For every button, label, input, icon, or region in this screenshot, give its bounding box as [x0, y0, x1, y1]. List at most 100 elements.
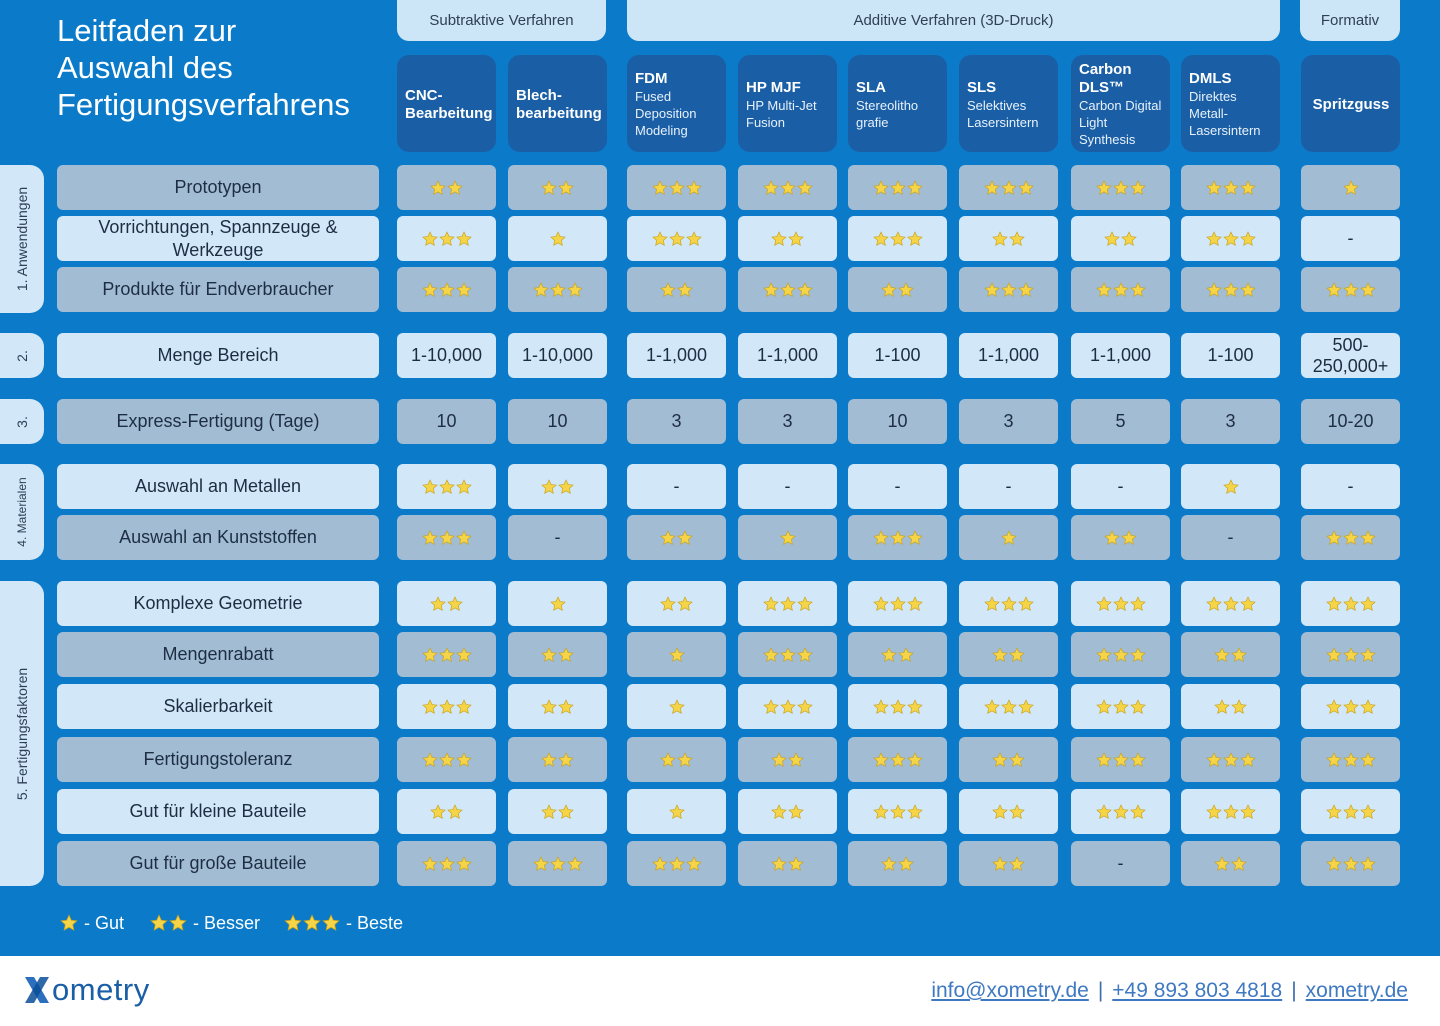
method-subtitle: Direktes Metall-Lasersintern: [1189, 89, 1261, 138]
table-cell: [1071, 165, 1170, 210]
table-cell: [959, 789, 1058, 834]
star-icon: [1095, 698, 1112, 714]
star-icon: [1000, 281, 1017, 297]
table-cell: [508, 841, 607, 886]
star-icon: [898, 281, 914, 297]
cell-value: -: [1117, 853, 1124, 873]
row-label: Skalierbarkeit: [57, 684, 379, 729]
method-name: DMLS: [1189, 70, 1232, 87]
star-icon: [455, 698, 472, 714]
star-rating: [541, 478, 574, 495]
cell-value: 1-1,000: [645, 345, 708, 365]
method-header: Carbon DLS™ Carbon Digital Light Synthesi…: [1071, 55, 1170, 152]
table-cell: [1181, 216, 1280, 261]
star-icon: [1205, 803, 1222, 819]
star-icon: [532, 281, 549, 297]
cell-value: -: [784, 476, 791, 496]
star-icon: [421, 281, 438, 297]
table-cell: [848, 515, 947, 560]
star-rating: [1095, 698, 1146, 715]
row-label: Prototypen: [57, 165, 379, 210]
table-cell: [1181, 267, 1280, 312]
table-cell: 3: [1181, 399, 1280, 444]
star-icon: [1205, 179, 1222, 195]
method-header: DMLS Direktes Metall-Lasersintern: [1181, 55, 1280, 152]
star-icon: [788, 230, 804, 246]
star-rating: [1325, 595, 1376, 612]
star-rating: [668, 646, 685, 663]
method-name: CNC-Bearbeitung: [405, 86, 493, 122]
star-icon: [771, 751, 787, 767]
star-icon: [1121, 230, 1137, 246]
star-rating: [983, 698, 1034, 715]
star-rating: [1205, 230, 1256, 247]
xometry-logo[interactable]: ometry: [22, 972, 150, 1008]
star-icon: [889, 595, 906, 611]
star-icon: [992, 855, 1008, 871]
legend-better-label: - Besser: [193, 912, 261, 933]
table-cell: 10: [397, 399, 496, 444]
table-cell: -: [738, 464, 837, 509]
star-icon: [906, 751, 923, 767]
table-cell: [1301, 515, 1400, 560]
table-cell: [1181, 684, 1280, 729]
star-rating: [421, 646, 472, 663]
star-icon: [1222, 179, 1239, 195]
table-cell: [397, 464, 496, 509]
table-cell: [1181, 632, 1280, 677]
star-icon: [685, 855, 702, 871]
table-cell: [397, 267, 496, 312]
xometry-x-icon: [25, 977, 49, 1003]
star-icon: [1112, 595, 1129, 611]
star-icon: [983, 595, 1000, 611]
star-rating: [1000, 529, 1017, 546]
table-cell: [397, 216, 496, 261]
star-icon: [898, 646, 914, 662]
table-cell: 5: [1071, 399, 1170, 444]
star-rating: [1214, 855, 1247, 872]
star-rating: [992, 230, 1025, 247]
star-rating: [541, 179, 574, 196]
star-icon: [992, 803, 1008, 819]
cell-value: -: [1227, 527, 1234, 547]
website-link[interactable]: xometry.de: [1305, 979, 1408, 1002]
table-cell: 3: [738, 399, 837, 444]
star-icon: [983, 281, 1000, 297]
star-icon: [1009, 855, 1025, 871]
star-icon: [558, 803, 574, 819]
row-label: Produkte für Endverbraucher: [57, 267, 379, 312]
table-cell: -: [959, 464, 1058, 509]
email-link[interactable]: info@xometry.de: [931, 979, 1089, 1002]
section-label: 3.: [14, 415, 30, 428]
cell-value: -: [1347, 476, 1354, 496]
star-icon: [284, 914, 302, 931]
table-cell: [1181, 464, 1280, 509]
star-icon: [651, 230, 668, 246]
star-icon: [660, 751, 676, 767]
star-icon: [992, 230, 1008, 246]
star-icon: [1112, 751, 1129, 767]
table-cell: [397, 581, 496, 626]
star-icon: [1205, 230, 1222, 246]
star-rating: [881, 646, 914, 663]
star-icon: [788, 803, 804, 819]
star-icon: [677, 595, 693, 611]
star-icon: [1359, 281, 1376, 297]
table-cell: [1181, 841, 1280, 886]
table-cell: 1-10,000: [397, 333, 496, 378]
section-materials: 4. Materialen: [0, 464, 44, 560]
star-rating: [881, 281, 914, 298]
star-rating: [421, 698, 472, 715]
star-rating: [1104, 529, 1137, 546]
table-cell: [508, 165, 607, 210]
star-rating: [983, 179, 1034, 196]
star-icon: [1239, 230, 1256, 246]
star-rating: [771, 230, 804, 247]
phone-link[interactable]: +49 893 803 4818: [1112, 979, 1283, 1002]
table-cell: 1-1,000: [959, 333, 1058, 378]
star-rating: [1222, 478, 1239, 495]
star-icon: [889, 179, 906, 195]
star-rating: [421, 478, 472, 495]
star-rating: [660, 595, 693, 612]
table-cell: [397, 632, 496, 677]
